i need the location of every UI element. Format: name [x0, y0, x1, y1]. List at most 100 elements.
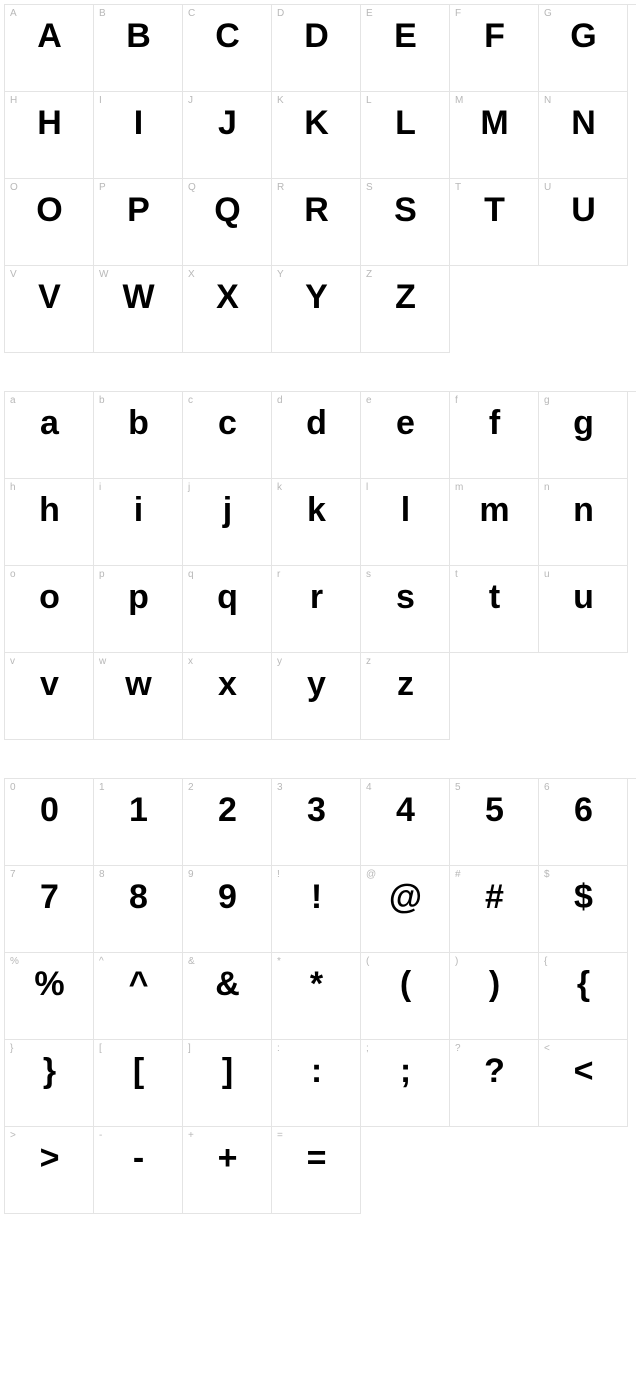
cell-glyph: 0: [5, 793, 93, 827]
cell-glyph: ): [450, 967, 538, 1001]
glyph-cell: uu: [539, 566, 628, 653]
cell-label: x: [188, 656, 193, 667]
cell-glyph: T: [450, 193, 538, 227]
cell-label: !: [277, 869, 280, 880]
cell-glyph: X: [183, 280, 271, 314]
glyph-cell: 33: [272, 779, 361, 866]
cell-glyph: @: [361, 880, 449, 914]
cell-label: >: [10, 1130, 16, 1141]
glyph-cell: 99: [183, 866, 272, 953]
glyph-cell: PP: [94, 179, 183, 266]
cell-label: p: [99, 569, 105, 580]
cell-glyph: 3: [272, 793, 360, 827]
cell-glyph: o: [5, 580, 93, 614]
cell-glyph: 7: [5, 880, 93, 914]
cell-label: <: [544, 1043, 550, 1054]
cell-label: #: [455, 869, 461, 880]
cell-label: *: [277, 956, 281, 967]
cell-glyph: e: [361, 406, 449, 440]
cell-label: a: [10, 395, 16, 406]
cell-glyph: &: [183, 967, 271, 1001]
glyph-cell: qq: [183, 566, 272, 653]
cell-label: b: [99, 395, 105, 406]
cell-glyph: l: [361, 493, 449, 527]
cell-label: &: [188, 956, 195, 967]
cell-glyph: [: [94, 1054, 182, 1088]
cell-label: f: [455, 395, 458, 406]
cell-label: -: [99, 1130, 102, 1141]
cell-label: D: [277, 8, 284, 19]
empty-cell: [539, 266, 628, 353]
glyph-cell: HH: [5, 92, 94, 179]
cell-label: X: [188, 269, 195, 280]
glyph-cell: UU: [539, 179, 628, 266]
glyph-cell: rr: [272, 566, 361, 653]
cell-glyph: S: [361, 193, 449, 227]
cell-label: ^: [99, 956, 104, 967]
glyph-cell: YY: [272, 266, 361, 353]
cell-glyph: L: [361, 106, 449, 140]
cell-glyph: 5: [450, 793, 538, 827]
cell-label: B: [99, 8, 106, 19]
cell-glyph: y: [272, 667, 360, 701]
glyph-cell: pp: [94, 566, 183, 653]
glyph-cell: MM: [450, 92, 539, 179]
cell-glyph: ^: [94, 967, 182, 1001]
cell-label: [: [99, 1043, 102, 1054]
cell-label: w: [99, 656, 106, 667]
cell-label: 6: [544, 782, 550, 793]
cell-glyph: s: [361, 580, 449, 614]
glyph-cell: ((: [361, 953, 450, 1040]
cell-glyph: E: [361, 19, 449, 53]
cell-glyph: z: [361, 667, 449, 701]
cell-glyph: *: [272, 967, 360, 1001]
glyph-cell: ]]: [183, 1040, 272, 1127]
cell-label: E: [366, 8, 373, 19]
cell-label: Q: [188, 182, 196, 193]
glyph-cell: ==: [272, 1127, 361, 1214]
glyph-cell: ww: [94, 653, 183, 740]
glyph-cell: DD: [272, 5, 361, 92]
cell-label: 2: [188, 782, 194, 793]
glyph-cell: }}: [5, 1040, 94, 1127]
cell-label: d: [277, 395, 283, 406]
cell-glyph: r: [272, 580, 360, 614]
cell-glyph: a: [5, 406, 93, 440]
cell-label: 5: [455, 782, 461, 793]
cell-label: L: [366, 95, 372, 106]
section-symbols: 00112233445566778899!!@@##$$%%^^&&**(())…: [4, 778, 636, 1214]
cell-label: r: [277, 569, 280, 580]
cell-glyph: ;: [361, 1054, 449, 1088]
cell-label: c: [188, 395, 193, 406]
cell-label: j: [188, 482, 190, 493]
glyph-grid: aabbccddeeffgghhiijjkkllmmnnooppqqrrsstt…: [4, 391, 636, 740]
glyph-cell: --: [94, 1127, 183, 1214]
glyph-cell: ++: [183, 1127, 272, 1214]
cell-glyph: N: [539, 106, 627, 140]
cell-glyph: B: [94, 19, 182, 53]
glyph-cell: 77: [5, 866, 94, 953]
cell-label: o: [10, 569, 16, 580]
cell-label: V: [10, 269, 17, 280]
glyph-cell: kk: [272, 479, 361, 566]
cell-label: K: [277, 95, 284, 106]
glyph-cell: hh: [5, 479, 94, 566]
cell-glyph: k: [272, 493, 360, 527]
cell-label: 9: [188, 869, 194, 880]
glyph-cell: <<: [539, 1040, 628, 1127]
cell-glyph: !: [272, 880, 360, 914]
cell-glyph: :: [272, 1054, 360, 1088]
glyph-cell: ZZ: [361, 266, 450, 353]
glyph-cell: ;;: [361, 1040, 450, 1127]
cell-glyph: ?: [450, 1054, 538, 1088]
cell-label: W: [99, 269, 108, 280]
glyph-cell: yy: [272, 653, 361, 740]
cell-label: 7: [10, 869, 16, 880]
cell-label: k: [277, 482, 282, 493]
cell-glyph: m: [450, 493, 538, 527]
cell-glyph: 1: [94, 793, 182, 827]
cell-glyph: I: [94, 106, 182, 140]
cell-glyph: 4: [361, 793, 449, 827]
glyph-cell: ss: [361, 566, 450, 653]
glyph-cell: WW: [94, 266, 183, 353]
